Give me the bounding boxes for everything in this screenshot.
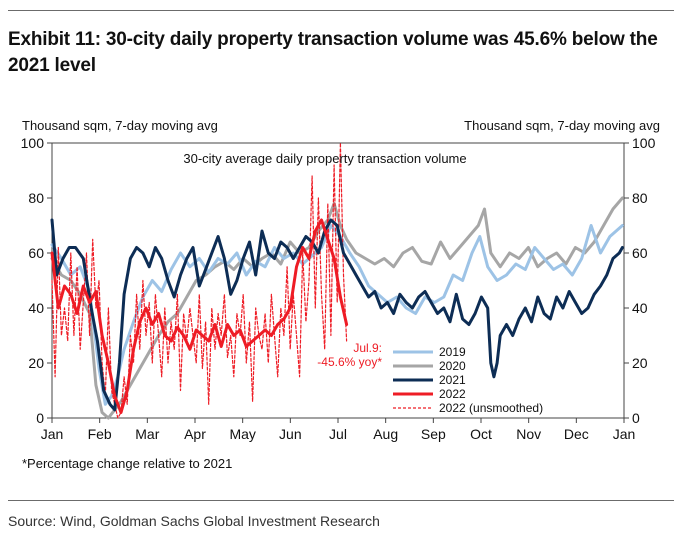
y-tick-label-left: 20 [28,355,44,371]
series-line-2022 [50,218,349,414]
left-axis-unit-label: Thousand sqm, 7-day moving avg [22,118,218,133]
y-tick-label-left: 100 [21,135,45,151]
x-tick-label: May [229,426,255,442]
x-tick-label: Feb [88,426,112,442]
y-tick-label-right: 40 [632,300,648,316]
x-tick-label: Apr [184,426,206,442]
y-tick-label-right: 100 [632,135,656,151]
y-tick-label-left: 80 [28,190,44,206]
x-tick-label: Dec [564,426,589,442]
x-tick-label: Oct [470,426,492,442]
y-tick-label-left: 0 [36,410,44,426]
x-tick-label: Jan [41,426,64,442]
x-tick-label: Nov [516,426,541,442]
x-tick-label: Jun [279,426,302,442]
jul9-annotation: Jul.9:-45.6% yoy* [317,341,382,369]
y-tick-label-right: 80 [632,190,648,206]
x-tick-label: Aug [373,426,398,442]
chart-series-lines [50,142,624,420]
legend-label: 2021 [439,373,466,387]
annotation-line: Jul.9: [353,341,382,355]
bottom-rule [8,500,674,501]
x-tick-label: Sep [421,426,446,442]
series-line-2020 [50,196,624,420]
legend-label: 2022 [439,387,466,401]
right-axis-unit-label: Thousand sqm, 7-day moving avg [464,118,660,133]
legend-label: 2022 (unsmoothed) [439,401,543,415]
x-tick-label: Jul [329,426,347,442]
x-tick-label: Jan [613,426,636,442]
y-tick-label-left: 60 [28,245,44,261]
y-tick-label-left: 40 [28,300,44,316]
chart-inner-title: 30-city average daily property transacti… [183,151,466,166]
series-line-2021 [50,218,624,412]
annotation-line: -45.6% yoy* [317,355,382,369]
y-tick-label-right: 20 [632,355,648,371]
y-tick-label-right: 60 [632,245,648,261]
legend-label: 2019 [439,345,466,359]
footnote: *Percentage change relative to 2021 [22,456,233,471]
x-tick-label: Mar [135,426,159,442]
legend-label: 2020 [439,359,466,373]
series-line-2019 [50,224,624,406]
top-rule [8,10,674,11]
exhibit-title: Exhibit 11: 30-city daily property trans… [8,29,658,76]
source-line: Source: Wind, Goldman Sachs Global Inves… [8,513,380,529]
y-tick-label-right: 0 [632,410,640,426]
